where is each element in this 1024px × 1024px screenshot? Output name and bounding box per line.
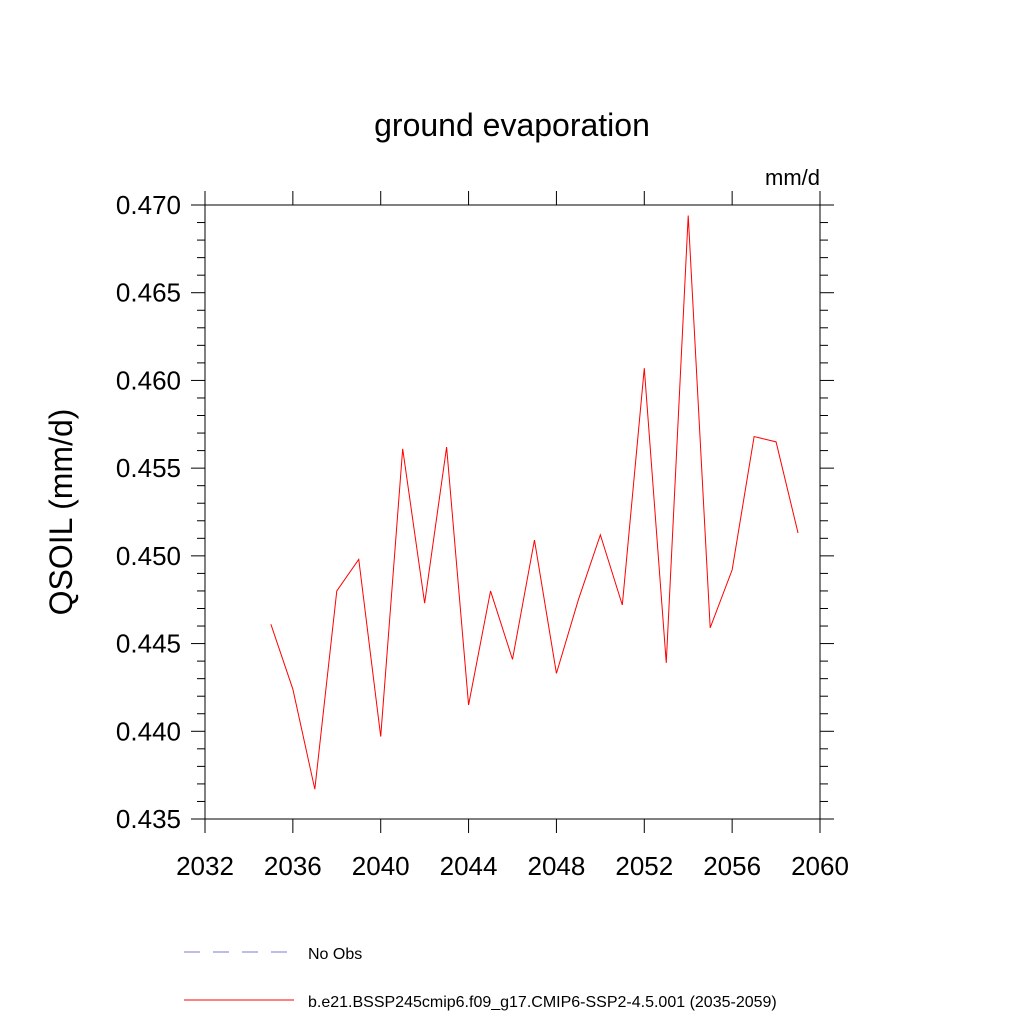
y-tick-label: 0.450 [116, 541, 181, 571]
y-tick-label: 0.440 [116, 716, 181, 746]
y-tick-label: 0.470 [116, 190, 181, 220]
y-tick-label: 0.435 [116, 804, 181, 834]
series-line [270, 215, 799, 790]
x-tick-label: 2056 [703, 851, 761, 881]
y-tick-label: 0.455 [116, 453, 181, 483]
x-tick-label: 2040 [352, 851, 410, 881]
legend: No Obs b.e21.BSSP245cmip6.f09_g17.CMIP6-… [184, 946, 777, 1011]
series-layer [270, 215, 799, 790]
plot-area: 2032 2036 2040 2044 2048 2052 2056 2060 0.4350.… [116, 190, 849, 881]
y-axis-label: QSOIL (mm/d) [43, 409, 79, 616]
plot-frame [204, 204, 821, 820]
axis-ticks [191, 191, 834, 833]
units-label: mm/d [765, 165, 820, 190]
legend-label-series: b.e21.BSSP245cmip6.f09_g17.CMIP6-SSP2-4.… [308, 994, 777, 1011]
x-tick-label: 2036 [264, 851, 322, 881]
x-tick-label: 2032 [176, 851, 234, 881]
y-tick-label: 0.460 [116, 365, 181, 395]
x-tick-labels: 2032 2036 2040 2044 2048 2052 2056 2060 [176, 851, 849, 881]
x-tick-label: 2044 [440, 851, 498, 881]
y-tick-labels: 0.435 0.440 0.445 0.450 0.455 0.460 0.465 0.470 [116, 190, 181, 834]
y-tick-label: 0.465 [116, 278, 181, 308]
legend-label-no-obs: No Obs [308, 946, 362, 963]
x-tick-label: 2060 [791, 851, 849, 881]
y-tick-label: 0.445 [116, 629, 181, 659]
x-tick-label: 2052 [615, 851, 673, 881]
x-tick-label: 2048 [528, 851, 586, 881]
chart-title: ground evaporation [374, 107, 650, 143]
